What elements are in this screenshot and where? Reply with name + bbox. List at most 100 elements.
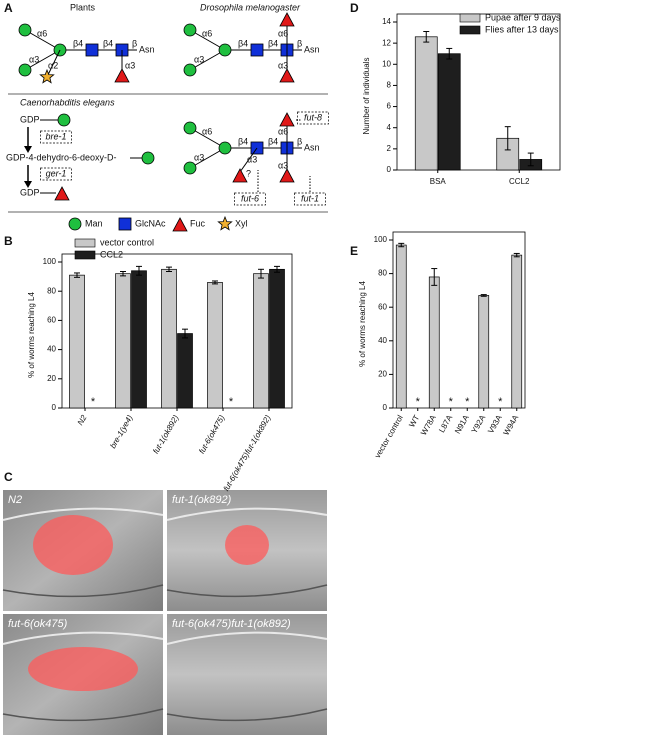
significance: *: [449, 396, 454, 408]
mannose: [18, 63, 32, 77]
y-tick-label: 20: [378, 370, 387, 379]
enzyme-box: [40, 130, 72, 144]
x-tick-label: fut-6(ok475): [197, 413, 227, 455]
micrograph: [2, 614, 164, 735]
significance: *: [465, 396, 470, 408]
enzyme-box: [40, 167, 72, 181]
bond: [24, 49, 61, 71]
glycan-title: Plants: [70, 2, 96, 12]
bar: [177, 333, 193, 409]
fluorescence: [28, 647, 138, 691]
enzyme: bre-1: [45, 131, 66, 141]
legend-label: GlcNAc: [135, 218, 166, 228]
legend-label: Flies after 13 days: [485, 24, 559, 34]
bar: [131, 270, 147, 409]
y-tick-label: 14: [382, 17, 391, 26]
glycan-title: Caenorhabditis elegans: [20, 97, 115, 107]
enzyme: fut-1: [301, 193, 319, 203]
legend-label: vector control: [100, 237, 154, 247]
bar: [207, 282, 223, 409]
linkage: α3: [194, 152, 204, 162]
panel-label: E: [350, 244, 358, 258]
x-tick-label: W94A: [502, 413, 521, 437]
x-tick-label: WT: [407, 413, 421, 428]
bond: [46, 49, 61, 78]
bond: [189, 147, 226, 169]
image-label: fut-6(ok475): [8, 618, 68, 630]
linkage: β4: [268, 38, 278, 48]
legend-label: Xyl: [235, 218, 248, 228]
significance: *: [229, 396, 234, 408]
image-label: fut-1(ok892): [172, 494, 232, 506]
bar: [269, 268, 285, 409]
pathway-step: GDP-4-dehydro-6-deoxy-D-: [6, 152, 117, 162]
linkage: α3: [247, 154, 257, 164]
bond: [189, 29, 226, 51]
significance: *: [498, 396, 503, 408]
bar: [414, 36, 438, 171]
y-tick-label: 6: [387, 102, 392, 111]
legend-swatch: [74, 238, 96, 248]
linkage: β4: [238, 38, 248, 48]
micrograph: [166, 490, 328, 611]
x-tick-label: bre-1(ye4): [108, 413, 134, 450]
bar: [428, 276, 440, 409]
worm-edge: [2, 708, 164, 722]
x-tick-label: N91A: [453, 413, 471, 435]
bar: [115, 273, 131, 409]
worm-edge: [166, 631, 328, 645]
xylose: [217, 215, 233, 231]
legend-swatch: [459, 25, 481, 35]
linkage: α6: [202, 28, 212, 38]
panel-label: B: [4, 234, 13, 248]
fluorescence: [33, 515, 113, 575]
legend-label: Fuc: [190, 218, 206, 228]
worm-edge: [2, 584, 164, 598]
bar: [395, 244, 407, 409]
y-tick-label: 0: [383, 403, 388, 412]
x-tick-label: fut-1(ok892): [151, 413, 181, 455]
enzyme: fut-8: [304, 112, 322, 122]
y-tick-label: 4: [387, 123, 392, 132]
bar: [511, 254, 523, 409]
bar: [69, 274, 85, 409]
glcnac: [250, 43, 264, 57]
aglycone: Asn: [139, 44, 155, 54]
linkage: α3: [194, 54, 204, 64]
y-tick-label: 0: [387, 165, 392, 174]
micrograph: [166, 614, 328, 735]
fucose: [279, 68, 295, 83]
bond: [239, 147, 258, 173]
linkage: α6: [37, 28, 47, 38]
arrowhead: [24, 181, 32, 188]
fluorescence: [225, 525, 269, 565]
mannose: [57, 113, 71, 127]
legend-swatch: [74, 250, 96, 260]
plot-frame: [392, 231, 526, 409]
x-tick-label: CCL2: [509, 177, 530, 186]
xylose: [39, 68, 55, 84]
mannose: [218, 43, 232, 57]
image-label: fut-6(ok475)fut-1(ok892): [172, 618, 291, 630]
fucose: [172, 217, 188, 232]
worm-edge: [166, 507, 328, 521]
enzyme-box: [297, 111, 329, 125]
linkage: β4: [73, 38, 83, 48]
linkage: β: [297, 38, 302, 48]
worm-edge: [166, 584, 328, 598]
worm-edge: [2, 507, 164, 521]
legend-label: Man: [85, 218, 103, 228]
x-tick-label: BSA: [430, 177, 447, 186]
worm-edge: [166, 708, 328, 722]
linkage: ?: [246, 168, 251, 178]
linkage: β: [297, 136, 302, 146]
image-label: N2: [8, 494, 22, 506]
enzyme: fut-6: [241, 193, 259, 203]
y-tick-label: 10: [382, 59, 391, 68]
y-axis-label: Number of individuals: [362, 58, 371, 135]
y-axis-label: % of worms reaching L4: [27, 292, 36, 378]
x-tick-label: vector control: [373, 413, 405, 459]
bar: [478, 295, 490, 409]
linkage: α2: [48, 60, 58, 70]
bond: [189, 49, 226, 71]
